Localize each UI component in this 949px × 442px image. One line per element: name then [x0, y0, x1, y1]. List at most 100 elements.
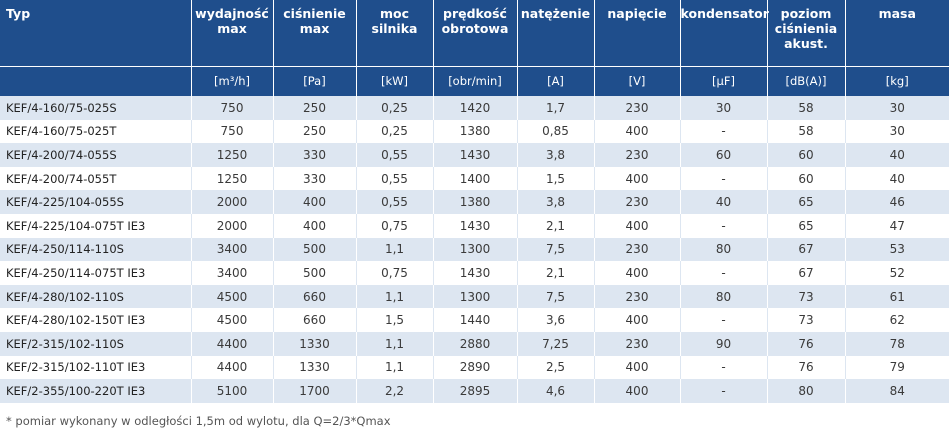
header-row: Typ wydajność max ciśnienie max moc silnika… [0, 0, 949, 66]
value-cell: - [680, 166, 768, 191]
value-cell: 67 [767, 261, 846, 285]
model-name-cell: KEF/4-200/74-055S [0, 143, 192, 167]
value-cell: 73 [767, 308, 846, 332]
column-header: napięcie [594, 0, 681, 66]
value-cell: 2895 [433, 379, 518, 403]
value-cell: 1,1 [356, 331, 434, 356]
value-cell: 1330 [273, 355, 357, 380]
value-cell: 1420 [433, 96, 518, 120]
unit-header: [A] [517, 65, 595, 96]
value-cell: - [680, 355, 768, 380]
value-cell: 76 [767, 331, 846, 356]
value-cell: 400 [594, 379, 681, 403]
value-cell: 46 [845, 190, 949, 214]
column-header: Typ [0, 0, 192, 66]
value-cell: 78 [845, 331, 949, 356]
unit-header: [V] [594, 65, 681, 96]
value-cell: 1,1 [356, 355, 434, 380]
value-cell: 62 [845, 308, 949, 332]
unit-header: [μF] [680, 65, 768, 96]
value-cell: 7,5 [517, 284, 595, 309]
table-row: KEF/2-355/100-220T IE3 5100 1700 2,2 2895 4,6… [0, 379, 949, 403]
value-cell: 60 [767, 143, 846, 167]
unit-header [0, 65, 192, 96]
table-row: KEF/4-225/104-075T IE3 2000 400 0,75 1430 2,1… [0, 213, 949, 238]
table-row: KEF/4-160/75-025T 750 250 0,25 1380 0,85 400-5… [0, 119, 949, 144]
value-cell: 0,75 [356, 261, 434, 285]
model-name-cell: KEF/4-250/114-110S [0, 237, 192, 262]
value-cell: 400 [273, 190, 357, 214]
value-cell: 4400 [191, 355, 274, 380]
value-cell: 1250 [191, 166, 274, 191]
value-cell: 7,25 [517, 331, 595, 356]
table-row: KEF/2-315/102-110T IE3 4400 1330 1,1 2890 2,5… [0, 355, 949, 380]
value-cell: 1430 [433, 213, 518, 238]
column-header: wydajność max [191, 0, 274, 66]
value-cell: 2000 [191, 190, 274, 214]
unit-header: [kg] [845, 65, 949, 96]
model-name-cell: KEF/4-225/104-055S [0, 190, 192, 214]
value-cell: 1430 [433, 143, 518, 167]
value-cell: 2,2 [356, 379, 434, 403]
value-cell: 1,7 [517, 96, 595, 120]
units-row: [m³/h] [Pa] [kW] [obr/min] [A] [V] [μF] [dB(A)]… [0, 65, 949, 96]
value-cell: 0,55 [356, 143, 434, 167]
table-row: KEF/4-160/75-025S 750 250 0,25 1420 1,7 230 30 5… [0, 96, 949, 120]
value-cell: 1380 [433, 119, 518, 144]
value-cell: 400 [273, 213, 357, 238]
value-cell: 1,5 [517, 166, 595, 191]
value-cell: 400 [594, 166, 681, 191]
table-row: KEF/4-280/102-150T IE3 4500 660 1,5 1440 3,6 4… [0, 308, 949, 332]
table-row: KEF/4-250/114-110S 3400 500 1,1 1300 7,5 230 80… [0, 237, 949, 262]
value-cell: 3400 [191, 237, 274, 262]
model-name-cell: KEF/4-280/102-150T IE3 [0, 308, 192, 332]
value-cell: - [680, 308, 768, 332]
value-cell: 1400 [433, 166, 518, 191]
value-cell: 79 [845, 355, 949, 380]
fan-spec-table: Typ wydajność max ciśnienie max moc silnika… [0, 0, 949, 403]
value-cell: 7,5 [517, 237, 595, 262]
value-cell: 60 [680, 143, 768, 167]
table-row: KEF/4-225/104-055S 2000 400 0,55 1380 3,8 230 4… [0, 190, 949, 214]
value-cell: 1300 [433, 237, 518, 262]
model-name-cell: KEF/2-355/100-220T IE3 [0, 379, 192, 403]
table-header: Typ wydajność max ciśnienie max moc silnika… [0, 0, 949, 96]
value-cell: 61 [845, 284, 949, 309]
unit-header: [m³/h] [191, 65, 274, 96]
value-cell: 5100 [191, 379, 274, 403]
value-cell: 30 [845, 119, 949, 144]
model-name-cell: KEF/4-250/114-075T IE3 [0, 261, 192, 285]
column-header: moc silnika [356, 0, 434, 66]
value-cell: 52 [845, 261, 949, 285]
value-cell: 0,25 [356, 119, 434, 144]
value-cell: 0,55 [356, 166, 434, 191]
model-name-cell: KEF/4-160/75-025T [0, 119, 192, 144]
value-cell: 3,8 [517, 190, 595, 214]
value-cell: 58 [767, 96, 846, 120]
column-header: prędkość obrotowa [433, 0, 518, 66]
value-cell: 1250 [191, 143, 274, 167]
value-cell: 76 [767, 355, 846, 380]
column-header: natężenie [517, 0, 595, 66]
model-name-cell: KEF/4-200/74-055T [0, 166, 192, 191]
value-cell: 330 [273, 143, 357, 167]
value-cell: 4400 [191, 331, 274, 356]
value-cell: 30 [845, 96, 949, 120]
column-header: kondensator [680, 0, 769, 66]
table-body: KEF/4-160/75-025S 750 250 0,25 1420 1,7 230 30 5… [0, 96, 949, 403]
value-cell: 1380 [433, 190, 518, 214]
value-cell: 2880 [433, 331, 518, 356]
value-cell: 40 [845, 143, 949, 167]
value-cell: 0,75 [356, 213, 434, 238]
value-cell: 1300 [433, 284, 518, 309]
value-cell: 330 [273, 166, 357, 191]
model-name-cell: KEF/4-160/75-025S [0, 96, 192, 120]
value-cell: 400 [594, 261, 681, 285]
value-cell: 2000 [191, 213, 274, 238]
table-row: KEF/4-200/74-055S 1250 330 0,55 1430 3,8 230 60… [0, 143, 949, 167]
value-cell: 40 [845, 166, 949, 191]
value-cell: 4500 [191, 284, 274, 309]
value-cell: 2,1 [517, 261, 595, 285]
value-cell: 400 [594, 355, 681, 380]
